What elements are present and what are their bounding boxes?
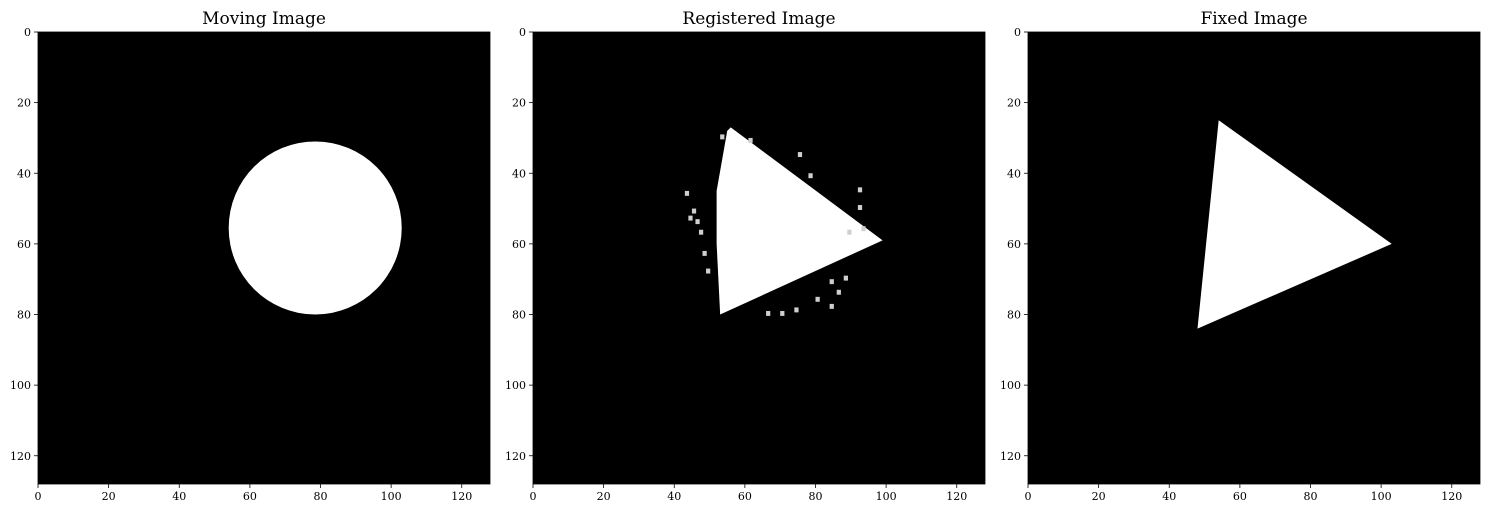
y-tick-label: 100 <box>505 379 526 392</box>
y-tick-label: 60 <box>17 238 31 251</box>
artifact-pixel <box>861 226 866 232</box>
y-tick-label: 80 <box>1007 309 1021 322</box>
panel-title: Moving Image <box>202 9 326 29</box>
artifact-pixel <box>847 229 852 235</box>
artifact-pixel <box>843 275 848 281</box>
artifact-pixel <box>688 215 693 221</box>
artifact-pixel <box>797 152 803 158</box>
x-tick-label: 40 <box>667 490 681 503</box>
y-tick-label: 80 <box>512 309 526 322</box>
x-tick-label: 0 <box>35 490 42 503</box>
shape-circle <box>228 141 402 315</box>
x-tick-label: 80 <box>314 490 328 503</box>
artifact-pixel <box>698 229 704 235</box>
x-tick-label: 100 <box>1371 490 1392 503</box>
y-tick-label: 0 <box>519 26 526 39</box>
artifact-pixel <box>836 289 841 295</box>
x-tick-label: 20 <box>102 490 116 503</box>
y-tick-label: 40 <box>1007 167 1021 180</box>
y-tick-label: 20 <box>17 97 31 110</box>
y-tick-label: 60 <box>512 238 526 251</box>
x-tick-label: 40 <box>172 490 186 503</box>
image-content <box>684 127 883 316</box>
artifact-pixel <box>748 137 753 143</box>
axes-frame <box>1027 31 1481 485</box>
x-tick-label: 120 <box>946 490 967 503</box>
y-tick-label: 0 <box>24 26 31 39</box>
y-tick-label: 0 <box>1014 26 1021 39</box>
y-tick-label: 100 <box>10 379 31 392</box>
artifact-pixel <box>829 279 834 285</box>
x-tick-label: 20 <box>1092 490 1106 503</box>
x-tick-label: 60 <box>243 490 257 503</box>
x-tick-label: 80 <box>809 490 823 503</box>
x-tick-label: 120 <box>451 490 472 503</box>
artifact-pixel <box>720 134 725 140</box>
x-tick-label: 120 <box>1441 490 1462 503</box>
panel-title: Fixed Image <box>1200 9 1307 29</box>
x-tick-label: 100 <box>876 490 897 503</box>
panel-title: Registered Image <box>682 9 835 29</box>
artifact-pixel <box>794 307 799 313</box>
y-tick-label: 20 <box>1007 97 1021 110</box>
artifact-pixel <box>695 219 700 225</box>
artifact-pixel <box>766 310 771 316</box>
x-tick-label: 0 <box>530 490 537 503</box>
panel-registered-image: Registered Image 0 20 40 60 80 100 120 0 20 40 60 8… <box>505 9 986 503</box>
artifact-pixel <box>857 205 863 210</box>
x-tick-label: 80 <box>1304 490 1318 503</box>
y-tick-label: 80 <box>17 309 31 322</box>
artifact-pixel <box>829 303 834 309</box>
shape-triangle <box>716 127 883 315</box>
x-tick-label: 60 <box>738 490 752 503</box>
x-tick-label: 40 <box>1162 490 1176 503</box>
shape-triangle <box>1197 120 1392 329</box>
x-tick-label: 0 <box>1025 490 1032 503</box>
y-tick-label: 100 <box>1000 379 1021 392</box>
panel-moving-image: Moving Image 0 20 40 60 80 100 120 0 20 40 60 80 100… <box>10 9 491 503</box>
y-tick-label: 40 <box>512 167 526 180</box>
artifact-pixel <box>684 190 690 196</box>
y-tick-label: 120 <box>1000 450 1021 463</box>
y-tick-label: 120 <box>10 450 31 463</box>
artifact-pixel <box>706 268 711 274</box>
panel-fixed-image: Fixed Image 0 20 40 60 80 100 120 0 20 40 60 80 100 1… <box>1000 9 1481 503</box>
x-tick-label: 60 <box>1233 490 1247 503</box>
artifact-pixel <box>808 173 813 179</box>
y-tick-label: 120 <box>505 450 526 463</box>
y-tick-label: 40 <box>17 167 31 180</box>
artifact-pixel <box>815 296 820 302</box>
artifact-pixel <box>702 250 707 256</box>
x-tick-label: 20 <box>597 490 611 503</box>
axes-frame <box>532 31 986 485</box>
y-tick-label: 20 <box>512 97 526 110</box>
y-tick-label: 60 <box>1007 238 1021 251</box>
image-content <box>228 141 402 315</box>
image-content <box>1197 120 1392 329</box>
axes-frame <box>37 31 491 485</box>
artifact-pixel <box>857 187 863 193</box>
x-tick-label: 100 <box>381 490 402 503</box>
artifact-pixel <box>691 208 697 214</box>
artifact-pixel <box>780 310 785 316</box>
